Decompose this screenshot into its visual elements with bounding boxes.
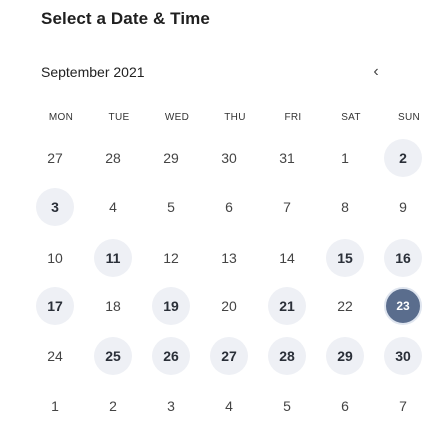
calendar-available-day[interactable]: 26 <box>152 337 190 375</box>
calendar-unavailable-day: 22 <box>337 298 353 314</box>
calendar-week: 1 2 3 4 5 6 7 <box>32 387 438 425</box>
calendar-unavailable-day: 31 <box>279 150 295 166</box>
calendar-unavailable-day: 7 <box>283 199 291 215</box>
calendar-unavailable-day: 20 <box>221 298 237 314</box>
calendar-available-day[interactable]: 27 <box>210 337 248 375</box>
calendar-available-day[interactable]: 30 <box>384 337 422 375</box>
calendar-unavailable-day: 12 <box>163 250 179 266</box>
calendar-unavailable-day: 1 <box>341 150 349 166</box>
weekday-label: THU <box>224 112 246 123</box>
weekday-header: MON TUE WED THU FRI SAT SUN <box>32 112 438 123</box>
calendar-available-day[interactable]: 19 <box>152 287 190 325</box>
calendar-unavailable-day: 3 <box>167 398 175 414</box>
weekday-label: SAT <box>341 112 361 123</box>
calendar-week: 10 11 12 13 14 15 16 <box>32 239 438 277</box>
month-label: September 2021 <box>41 64 145 80</box>
weekday-label: TUE <box>108 112 130 123</box>
calendar-unavailable-day: 18 <box>105 298 121 314</box>
calendar-unavailable-day: 6 <box>225 199 233 215</box>
calendar-unavailable-day: 24 <box>47 348 63 364</box>
calendar-unavailable-day: 14 <box>279 250 295 266</box>
calendar-available-day[interactable]: 2 <box>384 139 422 177</box>
calendar-unavailable-day: 6 <box>341 398 349 414</box>
weekday-label: WED <box>164 112 190 123</box>
calendar-week: 3 4 5 6 7 8 9 <box>32 188 438 226</box>
calendar-selected-day[interactable]: 23 <box>384 287 422 325</box>
calendar-unavailable-day: 5 <box>283 398 291 414</box>
next-month-button[interactable]: › <box>432 60 438 84</box>
calendar-unavailable-day: 30 <box>221 150 237 166</box>
calendar-available-day[interactable]: 28 <box>268 337 306 375</box>
calendar-week: 17 18 19 20 21 22 23 <box>32 287 438 325</box>
calendar-unavailable-day: 4 <box>225 398 233 414</box>
calendar-available-day[interactable]: 25 <box>94 337 132 375</box>
calendar-unavailable-day: 2 <box>109 398 117 414</box>
calendar-available-day[interactable]: 21 <box>268 287 306 325</box>
weekday-label: FRI <box>284 112 302 123</box>
calendar-unavailable-day: 9 <box>399 199 407 215</box>
calendar-available-day[interactable]: 17 <box>36 287 74 325</box>
calendar-unavailable-day: 5 <box>167 199 175 215</box>
calendar-unavailable-day: 4 <box>109 199 117 215</box>
calendar-unavailable-day: 27 <box>47 150 63 166</box>
calendar-week: 24 25 26 27 28 29 30 <box>32 337 438 375</box>
calendar-unavailable-day: 13 <box>221 250 237 266</box>
calendar-available-day[interactable]: 16 <box>384 239 422 277</box>
calendar-unavailable-day: 7 <box>399 398 407 414</box>
weekday-label: MON <box>48 112 74 123</box>
calendar-unavailable-day: 1 <box>51 398 59 414</box>
page-title: Select a Date & Time <box>41 9 210 28</box>
calendar-available-day[interactable]: 15 <box>326 239 364 277</box>
calendar-available-day[interactable]: 29 <box>326 337 364 375</box>
calendar-unavailable-day: 28 <box>105 150 121 166</box>
calendar-unavailable-day: 29 <box>163 150 179 166</box>
calendar-available-day[interactable]: 11 <box>94 239 132 277</box>
calendar-unavailable-day: 8 <box>341 199 349 215</box>
calendar-available-day[interactable]: 3 <box>36 188 74 226</box>
chevron-left-icon: ‹ <box>373 63 379 80</box>
previous-month-button[interactable]: ‹ <box>364 60 388 84</box>
weekday-label: SUN <box>397 112 420 123</box>
calendar-week: 27 28 29 30 31 1 2 <box>32 139 438 177</box>
calendar-unavailable-day: 10 <box>47 250 63 266</box>
